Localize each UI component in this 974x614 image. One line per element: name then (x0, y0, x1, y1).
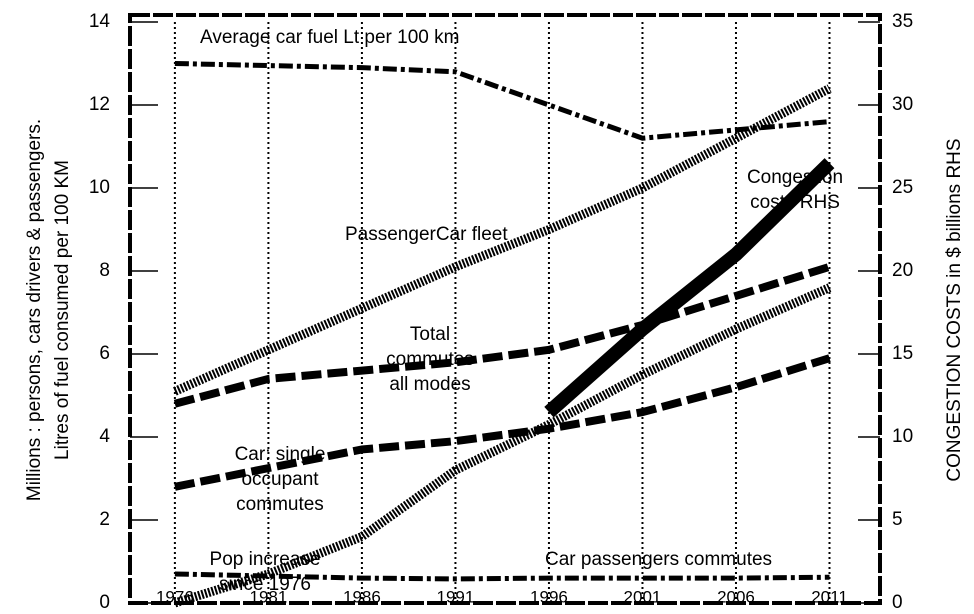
series-line (544, 158, 835, 418)
plot-frame (128, 13, 882, 605)
x-tick-label: 1996 (530, 587, 568, 606)
series-line (174, 571, 830, 582)
series-label: all modes (389, 374, 470, 395)
y2-tick-label: 15 (892, 343, 913, 364)
series-label: Average car fuel Lt per 100 km (200, 27, 459, 48)
y2-tick-label: 35 (892, 11, 913, 32)
y2-tick-label: 10 (892, 426, 913, 447)
y2-axis-label: CONGESTION COSTS in $ billions RHS (944, 138, 965, 481)
y2-tick-label: 20 (892, 260, 913, 281)
x-tick-label: 2006 (717, 587, 755, 606)
series-label: commutes (236, 494, 324, 515)
y-axis-label: Litres of fuel consumed per 100 KM (52, 160, 73, 460)
y-tick-label: 14 (89, 11, 111, 32)
series-label: costs RHS (750, 192, 840, 213)
y-tick-label: 8 (99, 260, 110, 281)
y-tick-label: 6 (99, 343, 110, 364)
y-tick-label: 2 (99, 509, 110, 530)
x-tick-label: 1991 (437, 587, 475, 606)
x-tick-label: 1976 (156, 587, 194, 606)
series-label: Car passengers commutes (545, 549, 772, 570)
y-tick-label: 4 (99, 426, 110, 447)
y2-tick-label: 5 (892, 509, 903, 530)
y-tick-label: 10 (89, 177, 110, 198)
y2-tick-label: 30 (892, 94, 913, 115)
y-axis-label: Millions : persons, cars drivers & passe… (24, 119, 45, 501)
series-label: Pop increase (210, 549, 321, 570)
x-tick-label: 2001 (624, 587, 662, 606)
series-label: since 1976 (219, 574, 311, 595)
series-label: Total (410, 324, 450, 345)
x-tick-label: 1986 (343, 587, 381, 606)
series-line (174, 61, 830, 141)
series-line (174, 354, 831, 491)
series-label: Congestion (747, 167, 843, 188)
y-tick-label: 12 (89, 94, 110, 115)
series-label: Car: single (235, 444, 326, 465)
y2-tick-label: 25 (892, 177, 913, 198)
x-tick-label: 1981 (249, 587, 287, 606)
series-label: PassengerCar fleet (345, 224, 508, 245)
series-line (173, 84, 832, 396)
y2-tick-label: 0 (892, 592, 903, 609)
series-label: commutes (386, 349, 474, 370)
y-tick-label: 0 (99, 592, 110, 609)
series-line (173, 263, 831, 408)
series-line (173, 283, 832, 608)
x-tick-label: 2011 (811, 587, 848, 606)
series-label: occupant (241, 469, 319, 490)
